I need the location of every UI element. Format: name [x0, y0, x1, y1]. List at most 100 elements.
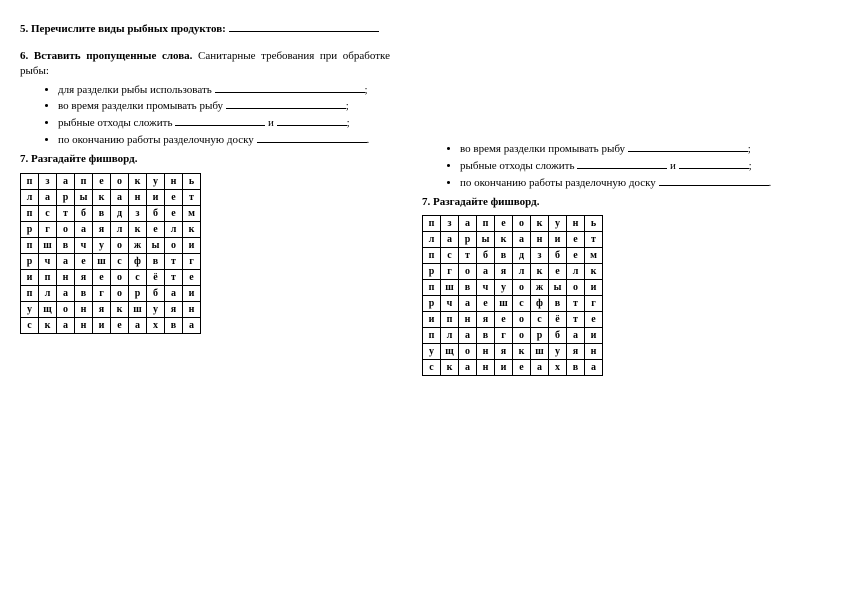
grid-cell: ь: [183, 173, 201, 189]
grid-cell: а: [183, 317, 201, 333]
grid-cell: н: [129, 189, 147, 205]
fishword-grid-left: пзапеокуньларыканиетпстбвдзбемргоаялкелк…: [20, 173, 201, 334]
grid-cell: л: [441, 328, 459, 344]
grid-cell: б: [549, 248, 567, 264]
grid-cell: о: [111, 269, 129, 285]
grid-cell: г: [441, 264, 459, 280]
q6-bullets: для разделки рыбы использовать ; во врем…: [20, 83, 390, 148]
grid-cell: п: [21, 205, 39, 221]
grid-cell: л: [21, 189, 39, 205]
grid-cell: и: [585, 328, 603, 344]
bullet-r4-blank: [659, 176, 769, 186]
grid-cell: е: [495, 312, 513, 328]
grid-cell: м: [183, 205, 201, 221]
grid-cell: а: [111, 189, 129, 205]
grid-cell: к: [111, 301, 129, 317]
bullet-2: во время разделки промывать рыбу ;: [58, 99, 390, 114]
grid-cell: о: [513, 280, 531, 296]
grid-row: пстбвдзбем: [423, 248, 603, 264]
bullet-2-blank: [226, 99, 346, 109]
grid-cell: в: [165, 317, 183, 333]
bullet-3-blank-a: [175, 116, 265, 126]
grid-cell: е: [549, 264, 567, 280]
grid-cell: и: [423, 312, 441, 328]
grid-row: пзапеокунь: [21, 173, 201, 189]
bullet-3-text-a: рыбные отходы сложить: [58, 117, 175, 129]
grid-cell: е: [93, 173, 111, 189]
grid-cell: и: [495, 360, 513, 376]
grid-cell: г: [93, 285, 111, 301]
bullet-r3-blank-a: [577, 159, 667, 169]
grid-cell: т: [165, 253, 183, 269]
grid-cell: е: [477, 296, 495, 312]
grid-cell: з: [531, 248, 549, 264]
grid-cell: а: [129, 317, 147, 333]
grid-cell: е: [183, 269, 201, 285]
grid-cell: х: [147, 317, 165, 333]
bullet-r3-text-a: рыбные отходы сложить: [460, 160, 577, 172]
grid-cell: я: [165, 301, 183, 317]
grid-cell: и: [147, 189, 165, 205]
q5-blank: [229, 22, 379, 32]
grid-row: рчаешсфвтг: [21, 253, 201, 269]
grid-cell: р: [459, 232, 477, 248]
grid-row: пстбвдзбем: [21, 205, 201, 221]
grid-row: ларыканиет: [21, 189, 201, 205]
grid-cell: к: [513, 344, 531, 360]
bullet-r3: рыбные отходы сложить и ;: [460, 159, 792, 174]
grid-cell: а: [477, 264, 495, 280]
grid-cell: к: [129, 221, 147, 237]
grid-cell: щ: [39, 301, 57, 317]
grid-cell: п: [423, 280, 441, 296]
grid-cell: к: [585, 264, 603, 280]
grid-cell: р: [423, 296, 441, 312]
grid-cell: у: [147, 173, 165, 189]
grid-cell: а: [57, 317, 75, 333]
grid-cell: а: [57, 253, 75, 269]
question-5: 5. Перечислите виды рыбных продуктов:: [20, 22, 390, 37]
grid-cell: о: [459, 344, 477, 360]
grid-cell: я: [495, 264, 513, 280]
grid-row: пшвчуожыои: [21, 237, 201, 253]
grid-cell: н: [477, 360, 495, 376]
grid-cell: б: [549, 328, 567, 344]
grid-cell: м: [585, 248, 603, 264]
grid-cell: а: [531, 360, 549, 376]
q6-bullets-right: во время разделки промывать рыбу ; рыбны…: [422, 142, 792, 191]
grid-cell: н: [531, 232, 549, 248]
grid-cell: и: [93, 317, 111, 333]
grid-cell: е: [147, 221, 165, 237]
grid-row: ларыканиет: [423, 232, 603, 248]
grid-cell: о: [111, 285, 129, 301]
grid-cell: с: [129, 269, 147, 285]
grid-cell: к: [39, 317, 57, 333]
grid-cell: е: [165, 189, 183, 205]
grid-cell: а: [39, 189, 57, 205]
bullet-r2-text: во время разделки промывать рыбу: [460, 143, 628, 155]
grid-cell: б: [147, 285, 165, 301]
grid-cell: я: [75, 269, 93, 285]
grid-cell: п: [21, 237, 39, 253]
grid-cell: и: [585, 280, 603, 296]
grid-cell: в: [495, 248, 513, 264]
grid-cell: ш: [531, 344, 549, 360]
grid-cell: б: [147, 205, 165, 221]
bullet-3-mid: и: [265, 117, 276, 129]
grid-cell: о: [513, 328, 531, 344]
bullet-r3-blank-b: [679, 159, 749, 169]
grid-cell: н: [57, 269, 75, 285]
question-6: 6. Вставить пропущенные слова. Санитарны…: [20, 49, 390, 79]
grid-cell: е: [165, 205, 183, 221]
grid-cell: ф: [129, 253, 147, 269]
q6-bold: 6. Вставить пропущенные слова.: [20, 50, 192, 62]
grid-cell: ч: [477, 280, 495, 296]
right-column: во время разделки промывать рыбу ; рыбны…: [422, 140, 792, 376]
grid-cell: о: [111, 173, 129, 189]
grid-cell: ы: [75, 189, 93, 205]
grid-cell: у: [549, 344, 567, 360]
grid-cell: я: [495, 344, 513, 360]
grid-cell: у: [147, 301, 165, 317]
grid-cell: ж: [531, 280, 549, 296]
grid-cell: к: [129, 173, 147, 189]
grid-row: ипняеосёте: [21, 269, 201, 285]
